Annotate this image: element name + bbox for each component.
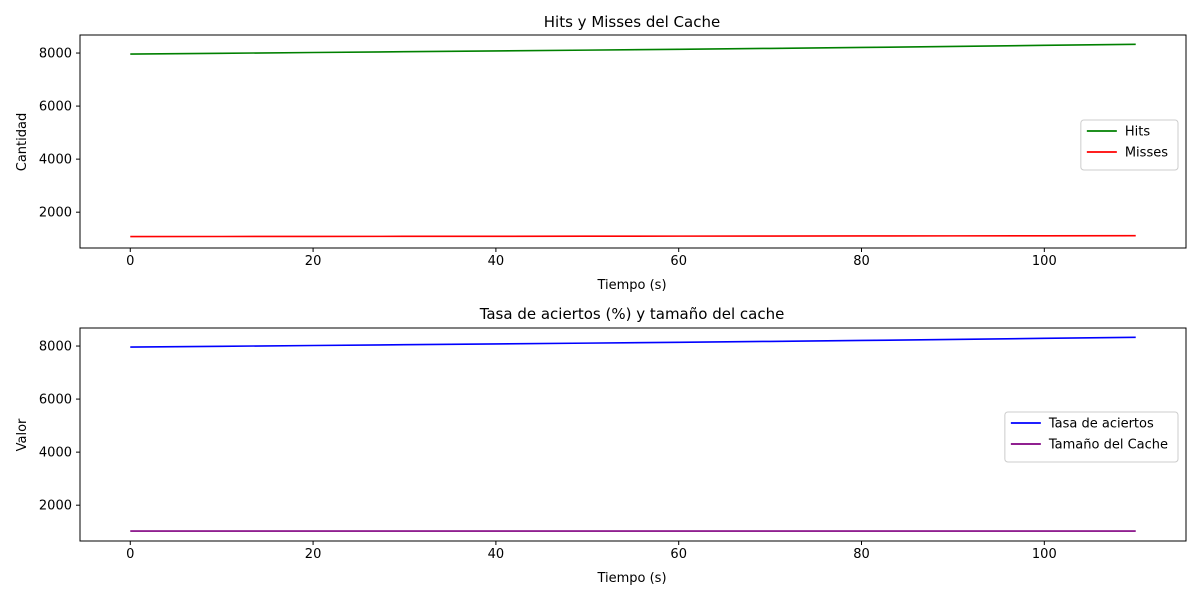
series-lines bbox=[130, 43, 1136, 238]
x-tick-label: 40 bbox=[488, 254, 505, 269]
x-tick-label: 60 bbox=[670, 254, 687, 269]
x-tick-label: 60 bbox=[670, 547, 687, 562]
y-axis-label: Cantidad bbox=[15, 113, 30, 171]
x-tick-label: 40 bbox=[488, 547, 505, 562]
x-tick-label: 20 bbox=[305, 254, 322, 269]
y-tick-label: 8000 bbox=[39, 47, 72, 62]
y-tick-label: 4000 bbox=[39, 153, 72, 168]
chart-title: Hits y Misses del Cache bbox=[544, 13, 720, 31]
y-tick-label: 4000 bbox=[39, 446, 72, 461]
x-axis-label: Tiempo (s) bbox=[596, 571, 666, 586]
legend-label: Tamaño del Cache bbox=[1048, 438, 1168, 453]
legend-box bbox=[1080, 119, 1179, 171]
legend-label: Misses bbox=[1125, 146, 1168, 161]
y-tick-label: 8000 bbox=[39, 340, 72, 355]
y-tick-label: 2000 bbox=[39, 206, 72, 221]
y-tick-label: 2000 bbox=[39, 499, 72, 514]
x-tick-label: 100 bbox=[1032, 254, 1057, 269]
y-tick-label: 6000 bbox=[39, 393, 72, 408]
ticks: 0 20 40 60 80 100 2000 4000 6000 8000 bbox=[39, 340, 1057, 562]
legend-box bbox=[1004, 411, 1179, 463]
y-axis-label: Valor bbox=[15, 418, 30, 451]
legend-label: Hits bbox=[1125, 125, 1150, 140]
legend-label: Tasa de aciertos bbox=[1048, 417, 1154, 432]
chart-hits-misses: Hits y Misses del Cache Tiempo (s) Canti… bbox=[15, 13, 1187, 293]
plot-frame bbox=[79, 34, 1187, 249]
series-lines bbox=[130, 336, 1136, 532]
x-tick-label: 0 bbox=[126, 254, 134, 269]
series-line-tasa-de-aciertos bbox=[130, 336, 1136, 348]
x-tick-label: 0 bbox=[126, 547, 134, 562]
y-tick-label: 6000 bbox=[39, 100, 72, 115]
x-tick-label: 100 bbox=[1032, 547, 1057, 562]
x-axis-label: Tiempo (s) bbox=[596, 278, 666, 293]
chart-title: Tasa de aciertos (%) y tamaño del cache bbox=[479, 305, 785, 323]
plot-frame bbox=[79, 327, 1187, 542]
x-tick-label: 80 bbox=[853, 547, 870, 562]
series-line-misses bbox=[130, 234, 1136, 238]
chart-tasa-tamano: Tasa de aciertos (%) y tamaño del cache … bbox=[15, 305, 1187, 586]
x-tick-label: 20 bbox=[305, 547, 322, 562]
legend: Tasa de aciertos Tamaño del Cache bbox=[1004, 411, 1179, 463]
series-line-hits bbox=[130, 43, 1136, 55]
ticks: 0 20 40 60 80 100 2000 4000 6000 8000 bbox=[39, 47, 1057, 269]
legend: Hits Misses bbox=[1080, 119, 1179, 171]
x-tick-label: 80 bbox=[853, 254, 870, 269]
